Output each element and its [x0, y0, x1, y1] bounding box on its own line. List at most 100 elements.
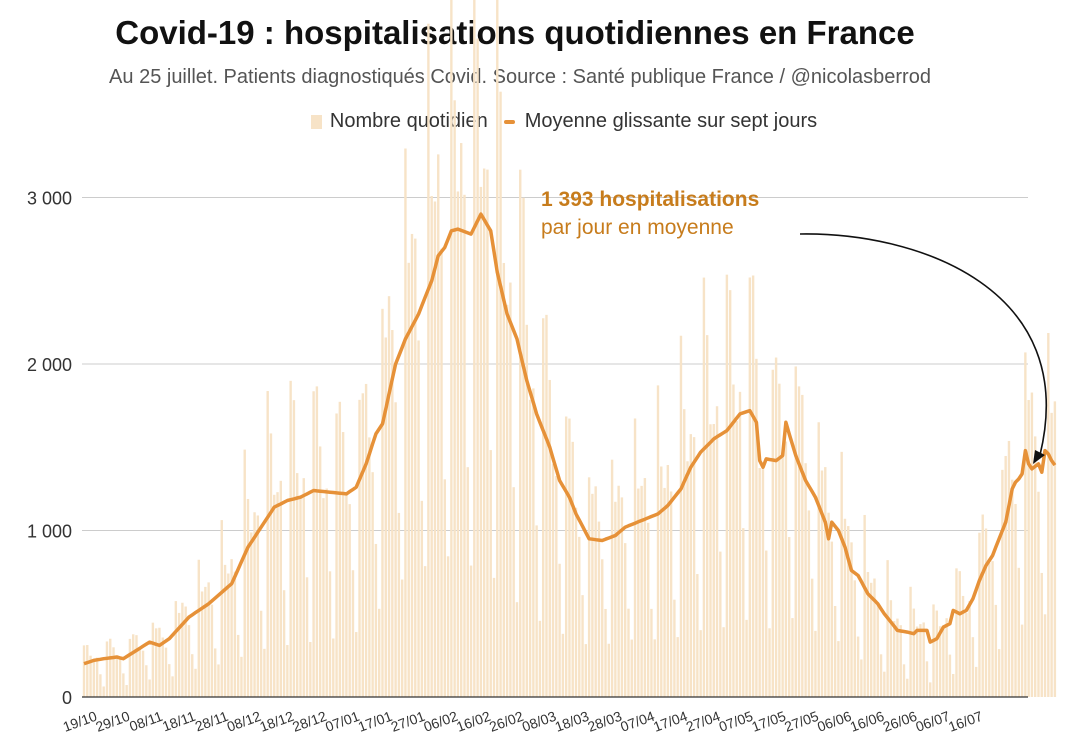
daily-bar — [397, 512, 401, 697]
daily-bar — [341, 432, 345, 697]
daily-bar — [902, 664, 906, 697]
annotation-strong: 1 393 hospitalisations — [541, 188, 760, 211]
daily-bar — [328, 571, 332, 697]
daily-bar — [656, 385, 660, 697]
daily-bar — [456, 191, 460, 697]
daily-bar — [784, 441, 788, 697]
daily-bar — [453, 100, 456, 698]
daily-bar — [801, 394, 804, 697]
legend-item-line: Moyenne glissante sur sept jours — [503, 110, 817, 133]
daily-bar — [273, 494, 276, 697]
daily-bar — [99, 674, 102, 697]
legend-item-bars: Nombre quotidien — [310, 110, 488, 133]
daily-bar — [817, 422, 820, 697]
x-tick-label: 29/10 — [93, 708, 132, 735]
daily-bar — [427, 23, 430, 697]
daily-bar — [469, 565, 473, 697]
daily-bar — [214, 648, 217, 697]
daily-bar — [948, 654, 952, 697]
daily-bar — [292, 400, 296, 697]
chart-subtitle: Au 25 juillet. Patients diagnostiqués Co… — [109, 66, 931, 88]
daily-bar — [624, 543, 627, 697]
daily-bar — [942, 626, 945, 697]
daily-bar — [892, 621, 896, 697]
daily-bar — [404, 148, 407, 698]
x-axis-labels: 19/1029/1008/1118/1128/1108/1218/1228/12… — [61, 708, 985, 735]
daily-bar — [318, 446, 322, 697]
daily-bar — [374, 543, 378, 697]
daily-bar — [765, 550, 768, 697]
daily-bar — [581, 595, 584, 697]
daily-bar — [282, 590, 286, 697]
daily-bar — [391, 330, 394, 697]
daily-bar — [348, 504, 351, 697]
daily-bar — [981, 514, 984, 697]
daily-bar — [358, 399, 361, 697]
daily-bar — [355, 632, 358, 697]
annotation: 1 393 hospitalisations par jour en moyen… — [541, 186, 759, 242]
daily-bar — [929, 682, 932, 697]
daily-bar — [243, 449, 246, 697]
daily-bar — [879, 654, 883, 697]
y-tick-label: 0 — [62, 688, 72, 708]
daily-bar — [1017, 567, 1020, 697]
daily-bar — [171, 676, 174, 697]
daily-bar — [338, 401, 342, 697]
daily-bar — [276, 492, 279, 697]
daily-bar — [922, 622, 925, 697]
daily-bar — [151, 622, 155, 697]
legend-bar-swatch — [310, 114, 322, 129]
daily-bar — [266, 391, 269, 697]
daily-bar — [325, 488, 328, 697]
y-tick-label: 2 000 — [27, 355, 72, 375]
daily-bar — [92, 661, 96, 697]
daily-bar — [250, 532, 253, 697]
daily-bar — [443, 479, 446, 697]
daily-bar — [847, 526, 850, 697]
daily-bar — [814, 630, 817, 697]
daily-bar — [489, 450, 492, 697]
daily-bar — [571, 441, 574, 697]
daily-bar — [522, 197, 525, 697]
daily-bar — [676, 637, 679, 697]
daily-bar — [915, 626, 919, 697]
daily-bar — [286, 645, 289, 697]
annotation-normal: par jour en moyenne — [541, 216, 734, 239]
daily-bar — [735, 421, 738, 697]
daily-bar — [683, 409, 686, 697]
daily-bar — [679, 335, 683, 697]
daily-bar — [1007, 440, 1011, 697]
daily-bar — [164, 647, 168, 697]
daily-bar — [269, 433, 273, 697]
daily-bar — [217, 664, 220, 697]
daily-bar — [669, 491, 673, 697]
daily-bar — [532, 388, 535, 697]
daily-bar — [971, 637, 975, 697]
daily-bar — [889, 600, 893, 697]
daily-bar — [482, 168, 486, 697]
daily-bar — [223, 564, 227, 697]
daily-bar — [387, 296, 391, 697]
daily-bar — [256, 515, 260, 697]
daily-bar — [738, 391, 742, 697]
daily-bar — [463, 194, 466, 698]
daily-bar — [968, 601, 971, 697]
daily-bar — [584, 644, 588, 697]
daily-bar — [663, 487, 666, 697]
daily-bar — [853, 580, 856, 697]
daily-bar — [984, 528, 988, 697]
daily-bar — [899, 625, 902, 697]
daily-bar — [860, 659, 863, 697]
daily-bar — [115, 658, 118, 697]
daily-bar — [368, 437, 371, 697]
daily-bar — [351, 570, 355, 697]
daily-bar — [755, 358, 758, 697]
daily-bar — [715, 406, 719, 697]
daily-bar — [810, 578, 814, 697]
daily-bar — [89, 655, 92, 697]
daily-bar — [840, 451, 843, 697]
daily-bar — [538, 620, 542, 697]
daily-bar — [410, 233, 414, 697]
daily-bar — [141, 650, 145, 697]
daily-bar — [86, 645, 89, 697]
